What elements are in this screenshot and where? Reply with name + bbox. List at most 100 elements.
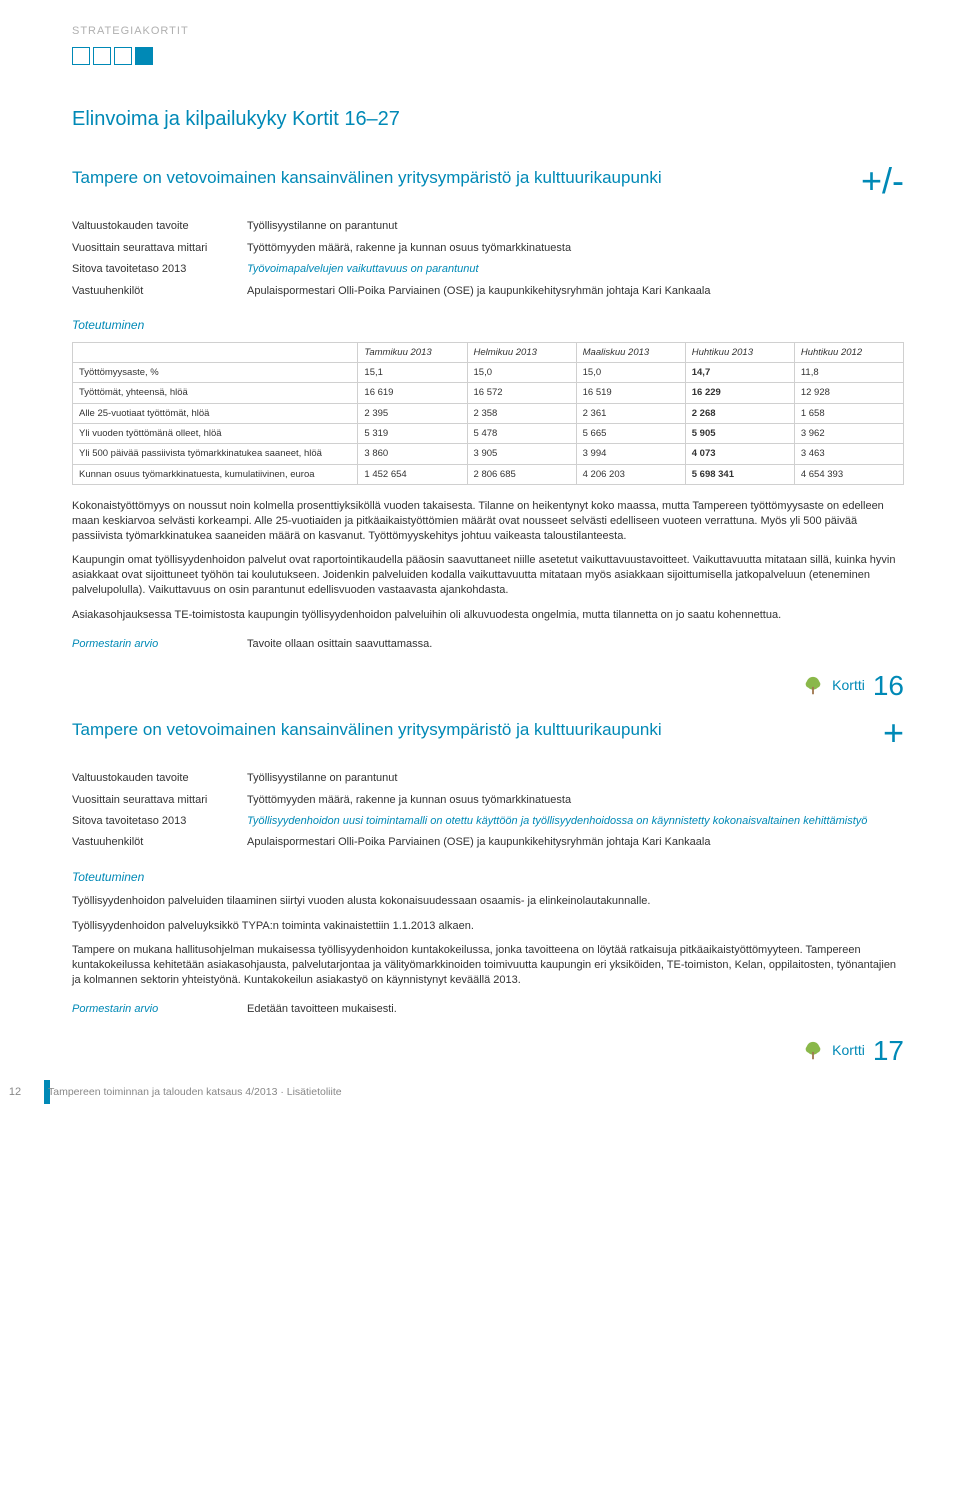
table-cell: 2 395: [358, 403, 467, 423]
table-header-cell: Tammikuu 2013: [358, 342, 467, 362]
card16-toteutuminen-heading: Toteutuminen: [72, 317, 904, 334]
kortti-number: 16: [873, 666, 904, 705]
kv-value: Työttömyyden määrä, rakenne ja kunnan os…: [247, 241, 904, 256]
card-17: Tampere on vetovoimainen kansainvälinen …: [72, 719, 904, 1070]
table-cell: 16 229: [685, 383, 794, 403]
progress-square: [114, 47, 132, 65]
kv-label: Sitova tavoitetaso 2013: [72, 814, 247, 829]
table-cell: 12 928: [794, 383, 903, 403]
table-cell: 3 962: [794, 423, 903, 443]
table-cell: 15,1: [358, 363, 467, 383]
card16-title: Tampere on vetovoimainen kansainvälinen …: [72, 167, 662, 189]
table-header-cell: Maaliskuu 2013: [576, 342, 685, 362]
table-cell: 5 665: [576, 423, 685, 443]
kv-label: Sitova tavoitetaso 2013: [72, 262, 247, 277]
kv-value: Työllisyystilanne on parantunut: [247, 219, 904, 234]
card17-kv-block: Valtuustokauden tavoiteTyöllisyystilanne…: [72, 771, 904, 851]
table-cell: 16 572: [467, 383, 576, 403]
table-cell: 16 519: [576, 383, 685, 403]
card16-arvio-value: Tavoite ollaan osittain saavuttamassa.: [247, 637, 904, 652]
table-cell: 4 654 393: [794, 464, 903, 484]
card16-kortti-badge: Kortti 16: [72, 666, 904, 705]
kv-row: VastuuhenkilötApulaispormestari Olli-Poi…: [72, 284, 904, 299]
card17-kortti-badge: Kortti 17: [72, 1031, 904, 1070]
table-cell: 3 860: [358, 444, 467, 464]
body-paragraph: Kokonaistyöttömyys on noussut noin kolme…: [72, 499, 904, 544]
table-cell: 5 698 341: [685, 464, 794, 484]
kv-value: Apulaispormestari Olli-Poika Parviainen …: [247, 835, 904, 850]
table-cell: 16 619: [358, 383, 467, 403]
kv-label: Valtuustokauden tavoite: [72, 219, 247, 234]
card17-arvio-label: Pormestarin arvio: [72, 1002, 247, 1017]
table-cell: 2 268: [685, 403, 794, 423]
kv-label: Vuosittain seurattava mittari: [72, 793, 247, 808]
table-cell: Työttömyysaste, %: [73, 363, 358, 383]
card16-data-table: Tammikuu 2013Helmikuu 2013Maaliskuu 2013…: [72, 342, 904, 485]
card17-body: Työllisyydenhoidon palveluiden tilaamine…: [72, 894, 904, 988]
tree-icon: [802, 1040, 824, 1062]
kv-row: VastuuhenkilötApulaispormestari Olli-Poi…: [72, 835, 904, 850]
kv-row: Vuosittain seurattava mittariTyöttömyyde…: [72, 241, 904, 256]
table-row: Alle 25-vuotiaat työttömät, hlöä2 395 2 3…: [73, 403, 904, 423]
table-cell: 14,7: [685, 363, 794, 383]
table-cell: 4 073: [685, 444, 794, 464]
progress-square: [135, 47, 153, 65]
table-row: Yli 500 päivää passiivista työmarkkinatu…: [73, 444, 904, 464]
table-cell: 1 658: [794, 403, 903, 423]
footer-text: Tampereen toiminnan ja talouden katsaus …: [48, 1085, 342, 1100]
page-footer: 12 Tampereen toiminnan ja talouden katsa…: [0, 1085, 342, 1100]
table-cell: 15,0: [467, 363, 576, 383]
kv-label: Vuosittain seurattava mittari: [72, 241, 247, 256]
card17-arvio-value: Edetään tavoitteen mukaisesti.: [247, 1002, 904, 1017]
table-header-cell: Huhtikuu 2013: [685, 342, 794, 362]
kortti-label: Kortti: [832, 676, 865, 696]
kv-row: Sitova tavoitetaso 2013Työllisyydenhoido…: [72, 814, 904, 829]
table-header-cell: [73, 342, 358, 362]
table-header-cell: Huhtikuu 2012: [794, 342, 903, 362]
card16-kv-block: Valtuustokauden tavoiteTyöllisyystilanne…: [72, 219, 904, 299]
kv-value: Työllisyystilanne on parantunut: [247, 771, 904, 786]
page-number: 12: [0, 1085, 30, 1100]
progress-squares: [72, 47, 904, 65]
table-cell: 3 905: [467, 444, 576, 464]
table-row: Työttömyysaste, %15,115,015,014,711,8: [73, 363, 904, 383]
kv-value: Työllisyydenhoidon uusi toimintamalli on…: [247, 814, 904, 829]
card16-arvio-label: Pormestarin arvio: [72, 637, 247, 652]
progress-square: [93, 47, 111, 65]
tree-icon: [802, 675, 824, 697]
table-cell: 5 319: [358, 423, 467, 443]
kv-label: Vastuuhenkilöt: [72, 835, 247, 850]
table-cell: 2 361: [576, 403, 685, 423]
kortti-number: 17: [873, 1031, 904, 1070]
header-label: STRATEGIAKORTIT: [72, 24, 904, 39]
table-cell: Alle 25-vuotiaat työttömät, hlöä: [73, 403, 358, 423]
card17-status-symbol: +: [883, 715, 904, 751]
card-16: Tampere on vetovoimainen kansainvälinen …: [72, 167, 904, 705]
table-cell: 15,0: [576, 363, 685, 383]
table-row: Kunnan osuus työmarkkinatuesta, kumulati…: [73, 464, 904, 484]
kortti-label: Kortti: [832, 1041, 865, 1061]
card17-toteutuminen-heading: Toteutuminen: [72, 869, 904, 886]
table-header-cell: Helmikuu 2013: [467, 342, 576, 362]
table-cell: 11,8: [794, 363, 903, 383]
table-row: Yli vuoden työttömänä olleet, hlöä5 3195…: [73, 423, 904, 443]
kv-value: Työttömyyden määrä, rakenne ja kunnan os…: [247, 793, 904, 808]
body-paragraph: Työllisyydenhoidon palveluyksikkö TYPA:n…: [72, 919, 904, 934]
table-cell: Kunnan osuus työmarkkinatuesta, kumulati…: [73, 464, 358, 484]
body-paragraph: Asiakasohjauksessa TE-toimistosta kaupun…: [72, 608, 904, 623]
kv-row: Valtuustokauden tavoiteTyöllisyystilanne…: [72, 219, 904, 234]
section-title: Elinvoima ja kilpailukyky Kortit 16–27: [72, 105, 904, 133]
table-cell: 2 806 685: [467, 464, 576, 484]
table-cell: 1 452 654: [358, 464, 467, 484]
card16-body: Kokonaistyöttömyys on noussut noin kolme…: [72, 499, 904, 623]
kv-value: Apulaispormestari Olli-Poika Parviainen …: [247, 284, 904, 299]
card17-title: Tampere on vetovoimainen kansainvälinen …: [72, 719, 662, 741]
kv-label: Vastuuhenkilöt: [72, 284, 247, 299]
kv-row: Sitova tavoitetaso 2013Työvoimapalveluje…: [72, 262, 904, 277]
table-row: Työttömät, yhteensä, hlöä16 61916 57216 …: [73, 383, 904, 403]
table-cell: 3 463: [794, 444, 903, 464]
progress-square: [72, 47, 90, 65]
card16-status-symbol: +/-: [861, 163, 904, 199]
table-cell: 3 994: [576, 444, 685, 464]
body-paragraph: Työllisyydenhoidon palveluiden tilaamine…: [72, 894, 904, 909]
